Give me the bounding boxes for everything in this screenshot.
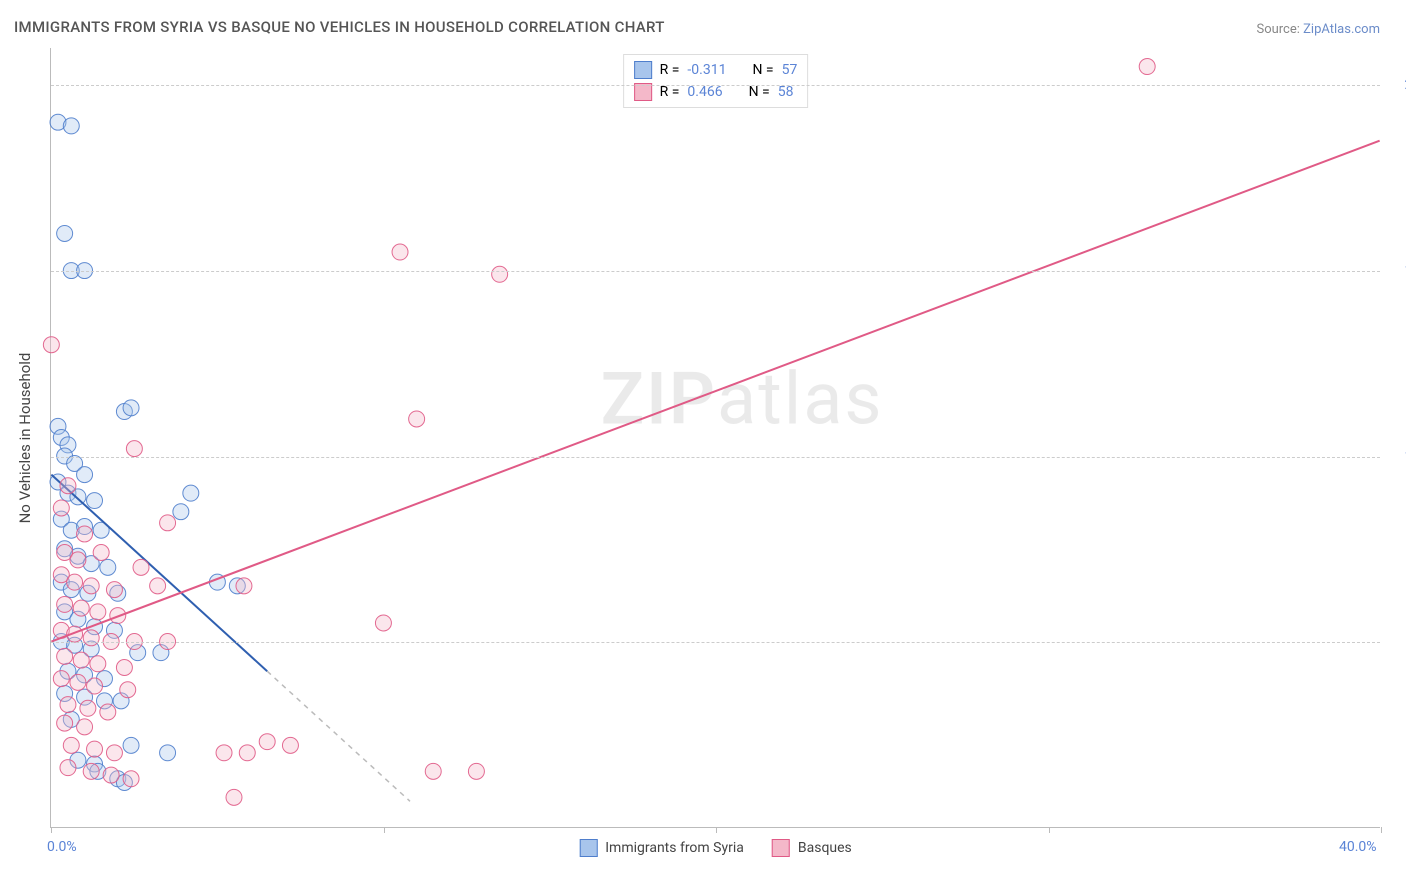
data-point — [87, 493, 103, 509]
data-point — [120, 682, 136, 698]
x-tick — [51, 827, 52, 833]
data-point — [57, 225, 73, 241]
data-point — [123, 771, 139, 787]
data-point — [90, 656, 106, 672]
data-point — [103, 767, 119, 783]
data-point — [100, 704, 116, 720]
data-point — [106, 582, 122, 598]
data-point — [43, 337, 59, 353]
data-point — [53, 500, 69, 516]
gridline-h — [51, 642, 1380, 643]
regression-line — [51, 141, 1379, 642]
data-point — [63, 118, 79, 134]
data-point — [226, 789, 242, 805]
data-point — [90, 604, 106, 620]
data-point — [87, 678, 103, 694]
plot-area: No Vehicles in Household ZIPatlas R = -0… — [50, 48, 1380, 828]
data-point — [468, 763, 484, 779]
x-tick-label: 40.0% — [1339, 839, 1377, 855]
x-tick — [384, 827, 385, 833]
legend-swatch — [772, 839, 790, 857]
data-point — [123, 400, 139, 416]
data-point — [73, 652, 89, 668]
data-point — [409, 411, 425, 427]
data-point — [67, 574, 83, 590]
data-point — [236, 578, 252, 594]
data-point — [116, 660, 132, 676]
data-point — [77, 467, 93, 483]
data-point — [100, 559, 116, 575]
data-point — [282, 737, 298, 753]
data-point — [425, 763, 441, 779]
x-tick — [716, 827, 717, 833]
data-point — [150, 578, 166, 594]
legend-swatch — [579, 839, 597, 857]
gridline-h — [51, 85, 1380, 86]
data-point — [392, 244, 408, 260]
data-point — [160, 515, 176, 531]
data-point — [133, 559, 149, 575]
data-point — [63, 737, 79, 753]
data-point — [183, 485, 199, 501]
data-point — [259, 734, 275, 750]
data-point — [77, 719, 93, 735]
x-tick-label: 0.0% — [47, 839, 77, 855]
legend-item: Immigrants from Syria — [579, 839, 744, 857]
legend-series-name: Immigrants from Syria — [605, 840, 744, 856]
legend-item: Basques — [772, 839, 852, 857]
data-point — [70, 674, 86, 690]
gridline-h — [51, 457, 1380, 458]
data-point — [123, 737, 139, 753]
source-label: Source: ZipAtlas.com — [1256, 22, 1380, 37]
data-point — [492, 266, 508, 282]
regression-line-extension — [267, 671, 410, 801]
x-tick — [1381, 827, 1382, 833]
data-point — [70, 552, 86, 568]
data-point — [126, 441, 142, 457]
scatter-plot-svg — [51, 48, 1380, 827]
legend-bottom: Immigrants from Syria Basques — [579, 839, 852, 857]
gridline-h — [51, 271, 1380, 272]
source-link[interactable]: ZipAtlas.com — [1303, 22, 1380, 37]
data-point — [375, 615, 391, 631]
x-tick — [1049, 827, 1050, 833]
data-point — [53, 671, 69, 687]
data-point — [93, 545, 109, 561]
data-point — [87, 741, 103, 757]
data-point — [160, 745, 176, 761]
chart-title: IMMIGRANTS FROM SYRIA VS BASQUE NO VEHIC… — [14, 18, 665, 36]
data-point — [60, 478, 76, 494]
data-point — [57, 596, 73, 612]
y-axis-title: No Vehicles in Household — [16, 352, 34, 523]
data-point — [173, 504, 189, 520]
legend-series-name: Basques — [798, 840, 852, 856]
data-point — [83, 578, 99, 594]
source-prefix: Source: — [1256, 22, 1303, 37]
data-point — [83, 763, 99, 779]
data-point — [216, 745, 232, 761]
data-point — [1139, 59, 1155, 75]
data-point — [60, 697, 76, 713]
data-point — [57, 648, 73, 664]
data-point — [57, 715, 73, 731]
data-point — [83, 630, 99, 646]
data-point — [77, 526, 93, 542]
data-point — [106, 745, 122, 761]
data-point — [239, 745, 255, 761]
data-point — [60, 760, 76, 776]
data-point — [73, 600, 89, 616]
data-point — [80, 700, 96, 716]
